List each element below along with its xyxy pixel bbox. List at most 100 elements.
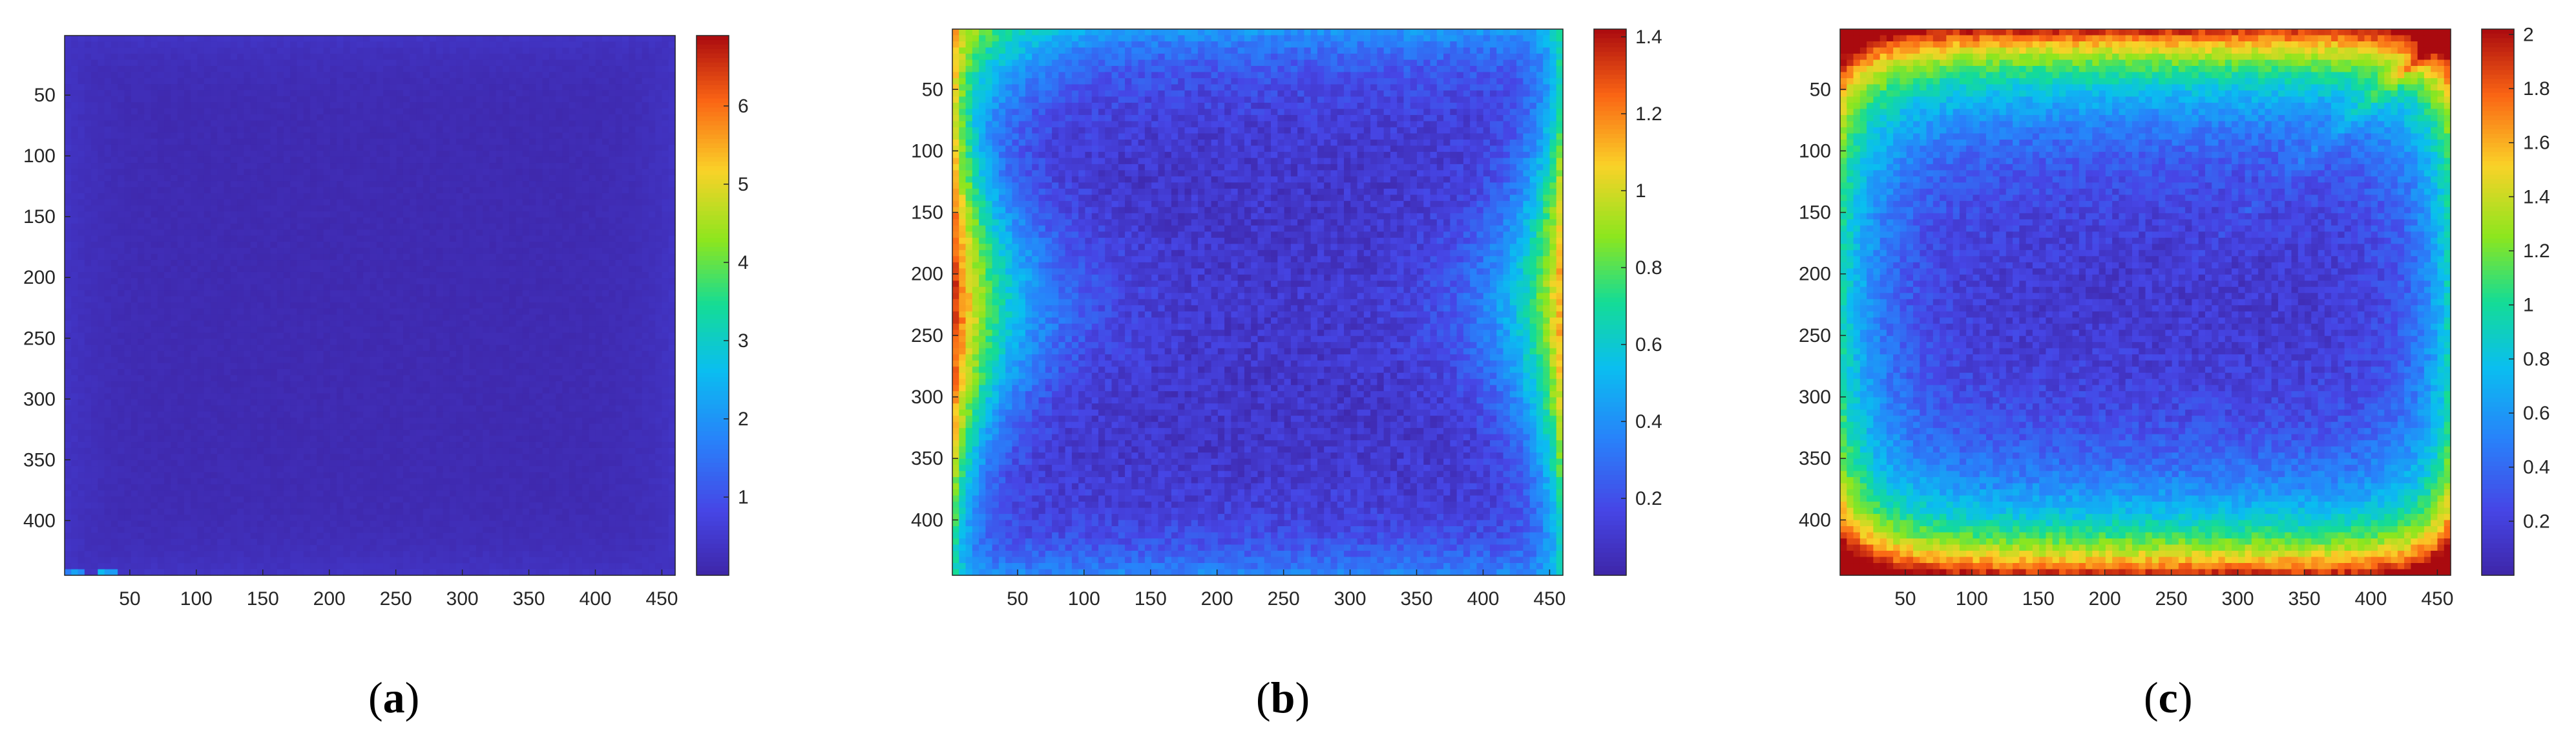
heatmap-cell xyxy=(290,84,298,91)
heatmap-cell xyxy=(536,296,543,303)
heatmap-cell xyxy=(502,205,510,212)
heatmap-cell xyxy=(662,271,669,279)
heatmap-cell xyxy=(131,302,138,309)
heatmap-cell xyxy=(655,144,663,151)
heatmap-cell xyxy=(204,144,211,151)
heatmap-cell xyxy=(655,193,663,200)
heatmap-cell xyxy=(110,223,118,230)
heatmap-cell xyxy=(502,284,510,291)
heatmap-cell xyxy=(297,47,304,54)
heatmap-cell xyxy=(509,266,517,273)
heatmap-cell xyxy=(609,248,616,255)
heatmap-cell xyxy=(78,187,85,194)
heatmap-cell xyxy=(542,144,550,151)
heatmap-cell xyxy=(137,241,145,248)
heatmap-cell xyxy=(655,271,663,279)
heatmap-cell xyxy=(250,84,258,91)
heatmap-cell xyxy=(542,326,550,334)
heatmap-cell xyxy=(84,138,92,145)
heatmap-cell xyxy=(602,65,609,72)
heatmap-cell xyxy=(144,308,152,315)
heatmap-cell xyxy=(191,314,198,321)
heatmap-cell xyxy=(84,114,92,121)
heatmap-cell xyxy=(191,108,198,115)
heatmap-cell xyxy=(237,278,244,285)
heatmap-cell xyxy=(662,36,669,42)
heatmap-cell xyxy=(343,120,351,127)
heatmap-cell xyxy=(642,163,649,169)
heatmap-cell xyxy=(250,156,258,164)
heatmap-cell xyxy=(290,36,298,42)
heatmap-cell xyxy=(237,308,244,315)
heatmap-cell xyxy=(290,163,298,169)
heatmap-cell xyxy=(463,156,470,164)
heatmap-cell xyxy=(264,72,271,79)
heatmap-cell xyxy=(423,144,430,151)
heatmap-cell xyxy=(191,260,198,267)
heatmap-cell xyxy=(416,320,424,327)
heatmap-cell xyxy=(104,266,112,273)
heatmap-cell xyxy=(522,108,530,115)
heatmap-cell xyxy=(622,253,629,260)
heatmap-cell xyxy=(629,217,636,224)
heatmap-cell xyxy=(449,271,457,279)
heatmap-cell xyxy=(124,120,132,127)
heatmap-cell xyxy=(662,211,669,218)
heatmap-cell xyxy=(343,241,351,248)
heatmap-cell xyxy=(383,120,390,127)
heatmap-cell xyxy=(483,133,490,140)
heatmap-cell xyxy=(463,332,470,339)
heatmap-cell xyxy=(635,229,643,237)
heatmap-cell xyxy=(250,187,258,194)
heatmap-cell xyxy=(416,278,424,285)
heatmap-cell xyxy=(390,217,397,224)
heatmap-cell xyxy=(642,235,649,242)
heatmap-cell xyxy=(303,326,311,334)
heatmap-cell xyxy=(549,229,556,237)
heatmap-cell xyxy=(210,78,218,85)
heatmap-cell xyxy=(237,102,244,109)
heatmap-cell xyxy=(124,308,132,315)
heatmap-cell xyxy=(549,193,556,200)
heatmap-cell xyxy=(151,205,158,212)
heatmap-cell xyxy=(536,187,543,194)
heatmap-cell xyxy=(569,290,576,297)
heatmap-cell xyxy=(569,181,576,188)
heatmap-cell xyxy=(436,102,444,109)
heatmap-cell xyxy=(622,320,629,327)
heatmap-cell xyxy=(270,90,278,97)
heatmap-cell xyxy=(575,175,583,182)
heatmap-cell xyxy=(536,175,543,182)
heatmap-cell xyxy=(423,156,430,164)
heatmap-cell xyxy=(191,120,198,127)
heatmap-cell xyxy=(509,156,517,164)
heatmap-cell xyxy=(350,350,357,357)
heatmap-cell xyxy=(264,156,271,164)
heatmap-cell xyxy=(602,345,609,352)
heatmap-cell xyxy=(370,96,377,103)
heatmap-cell xyxy=(522,241,530,248)
heatmap-cell xyxy=(556,339,563,346)
heatmap-cell xyxy=(529,266,536,273)
heatmap-cell xyxy=(191,332,198,339)
heatmap-cell xyxy=(562,260,570,267)
heatmap-cell xyxy=(622,144,629,151)
heatmap-cell xyxy=(323,296,331,303)
heatmap-cell xyxy=(244,308,251,315)
heatmap-cell xyxy=(615,266,623,273)
heatmap-cell xyxy=(522,211,530,218)
heatmap-cell xyxy=(443,36,450,42)
heatmap-cell xyxy=(144,41,152,48)
heatmap-cell xyxy=(171,199,178,206)
heatmap-cell xyxy=(65,54,72,61)
heatmap-cell xyxy=(210,59,218,67)
heatmap-cell xyxy=(350,271,357,279)
heatmap-cell xyxy=(177,326,185,334)
heatmap-cell xyxy=(390,278,397,285)
heatmap-cell xyxy=(423,357,430,364)
heatmap-cell xyxy=(317,65,324,72)
heatmap-cell xyxy=(350,133,357,140)
heatmap-cell xyxy=(177,211,185,218)
heatmap-cell xyxy=(277,357,284,364)
heatmap-cell xyxy=(463,229,470,237)
